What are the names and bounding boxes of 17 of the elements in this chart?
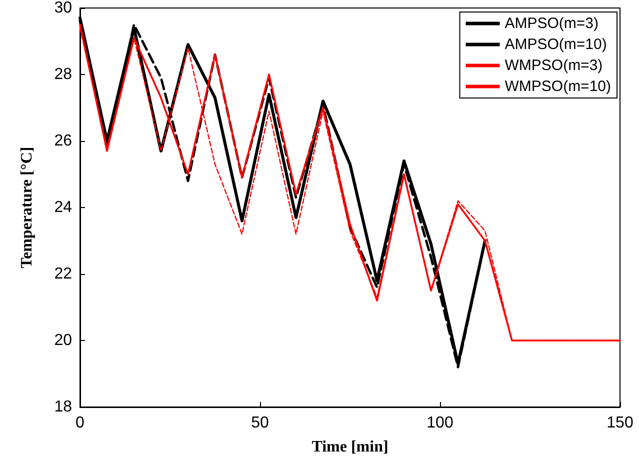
x-tick-label: 0 <box>76 414 85 432</box>
y-axis-title: Temperature [°C] <box>18 146 36 268</box>
y-tick-label: 18 <box>54 398 72 416</box>
y-tick-label: 26 <box>54 132 72 150</box>
legend-label: AMPSO(m=3) <box>504 15 599 32</box>
x-tick-label: 150 <box>606 414 634 432</box>
y-tick-label: 28 <box>54 66 72 83</box>
y-tick-label: 20 <box>54 332 72 349</box>
x-tick-label: 100 <box>426 414 454 432</box>
legend-label: WMPSO(m=3) <box>504 57 603 74</box>
x-axis-title: Time [min] <box>312 438 388 456</box>
x-tick-label: 50 <box>251 414 269 432</box>
y-tick-label: 24 <box>54 199 72 216</box>
y-tick-label: 22 <box>54 266 72 282</box>
y-tick-label: 30 <box>54 0 72 16</box>
legend-label: AMPSO(m=10) <box>504 36 607 53</box>
legend-label: WMPSO(m=10) <box>504 78 612 95</box>
